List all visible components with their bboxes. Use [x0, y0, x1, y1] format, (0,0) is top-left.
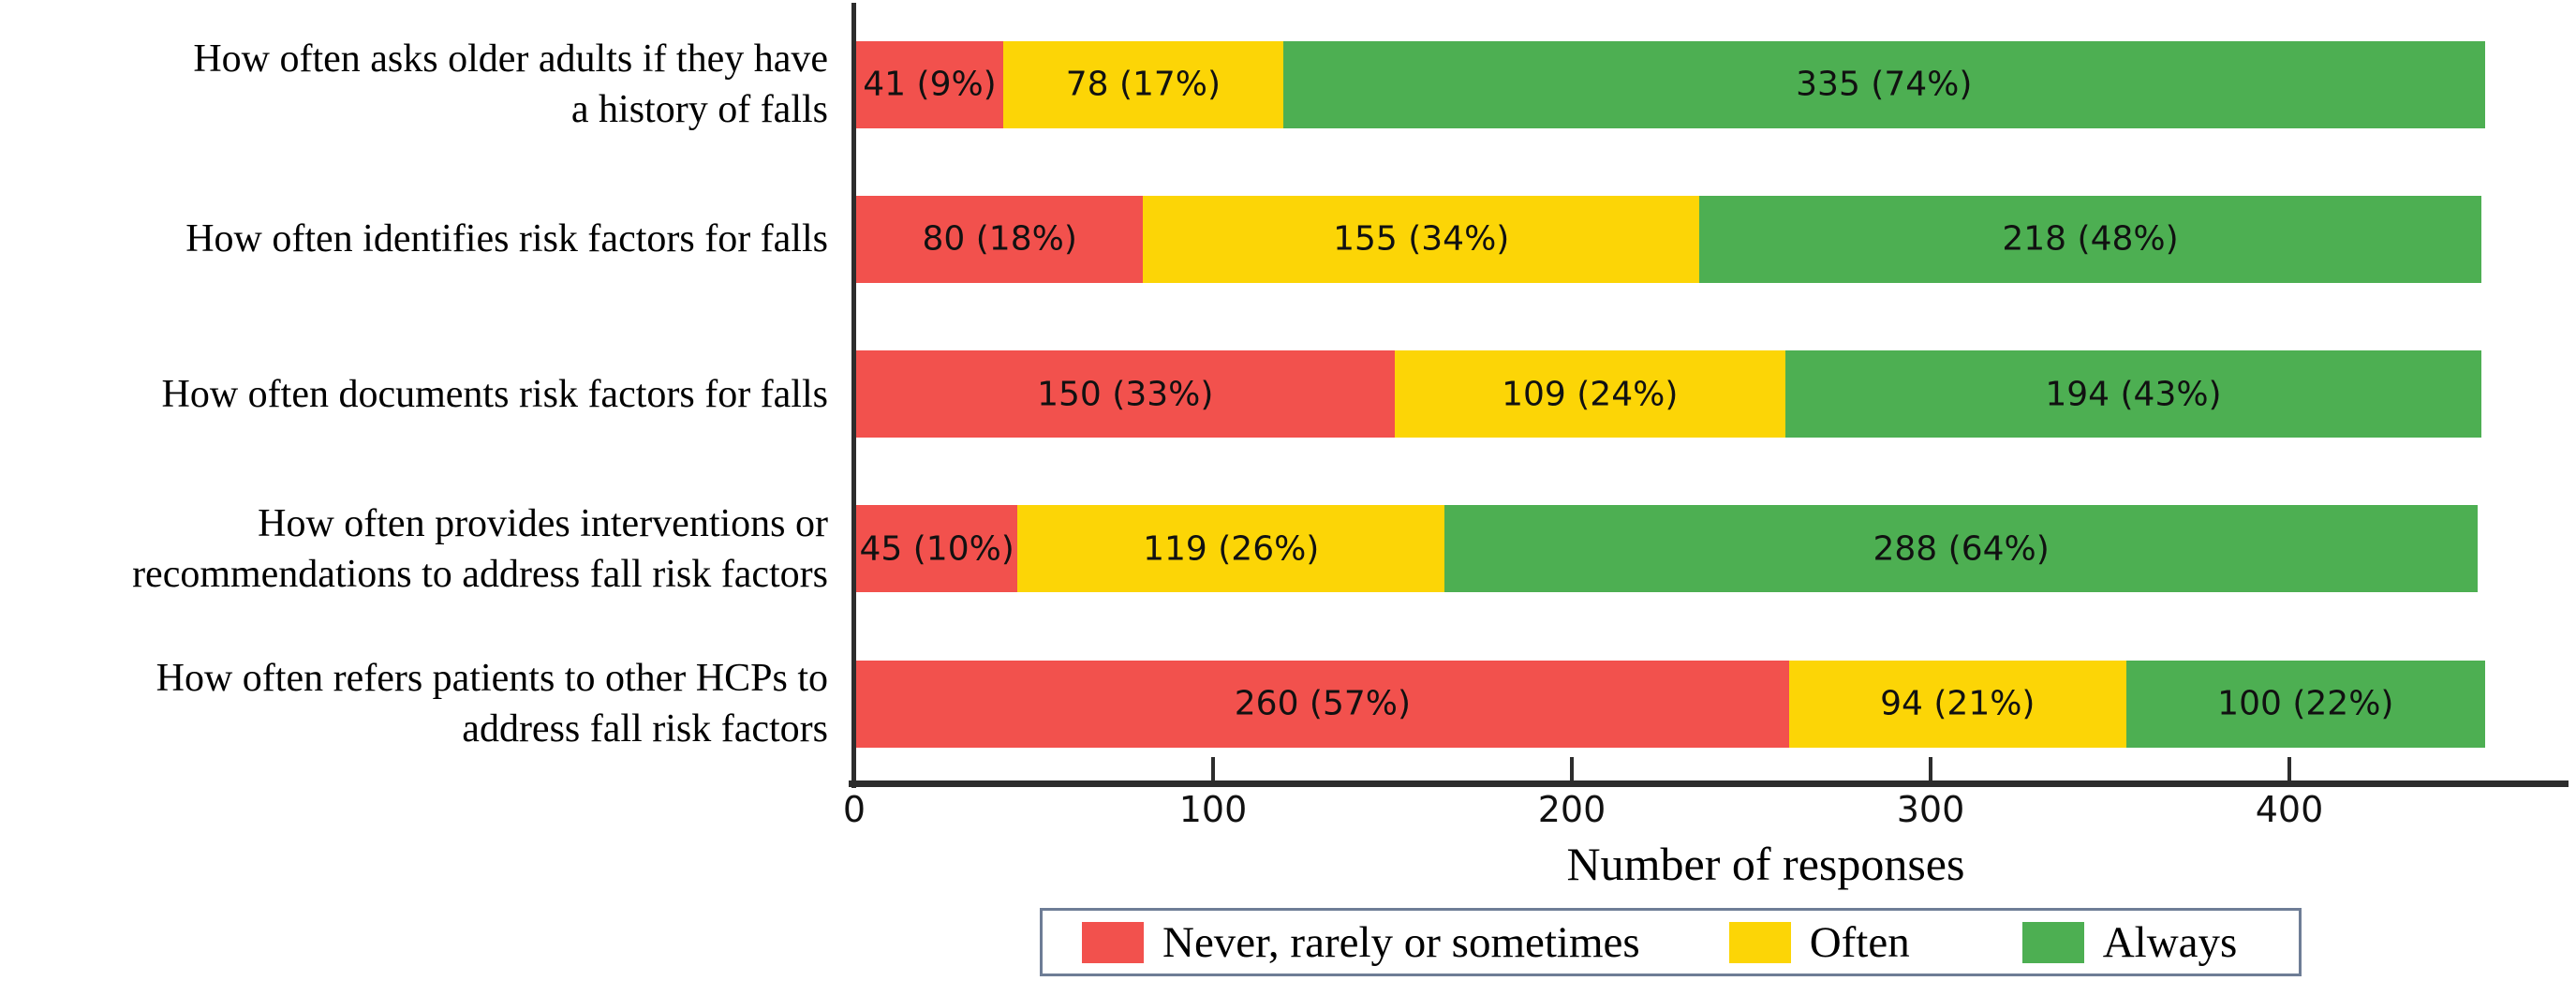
bar-segment-never-rarely-or-sometimes: 260 (57%) [856, 660, 1789, 748]
legend-item-never-rarely-or-sometimes: Never, rarely or sometimes [1082, 918, 1640, 967]
bar-value-label: 109 (24%) [1502, 375, 1679, 413]
category-label: How often refers patients to other HCPs … [0, 653, 828, 754]
legend-label: Never, rarely or sometimes [1162, 917, 1640, 967]
category-label-line: address fall risk factors [462, 707, 828, 751]
category-label-line: How often refers patients to other HCPs … [155, 657, 828, 700]
category-label-line: How often asks older adults if they have [193, 37, 828, 81]
bar-segment-never-rarely-or-sometimes: 41 (9%) [856, 40, 1004, 128]
bar-row: 150 (33%) 109 (24%) 194 (43%) [856, 350, 2481, 438]
bar-segment-always: 218 (48%) [1699, 195, 2481, 283]
x-axis-tick-label: 400 [2255, 789, 2324, 830]
bar-segment-never-rarely-or-sometimes: 45 (10%) [856, 505, 1018, 593]
bar-segment-often: 78 (17%) [1003, 40, 1283, 128]
legend-label: Often [1809, 917, 1910, 967]
x-axis-tick-mark [1211, 757, 1215, 780]
category-label-line: a history of falls [570, 88, 828, 131]
y-axis-spine [851, 3, 856, 788]
category-label-line: How often provides interventions or [258, 501, 828, 545]
x-axis-tick-mark [2287, 757, 2291, 780]
category-label-line: How often documents risk factors for fal… [161, 372, 828, 416]
bar-value-label: 194 (43%) [2045, 375, 2222, 413]
bar-row: 45 (10%) 119 (26%) 288 (64%) [856, 505, 2479, 593]
bar-value-label: 94 (21%) [1880, 684, 2036, 723]
x-axis-tick-label: 100 [1178, 789, 1248, 830]
bar-segment-always: 100 (22%) [2125, 660, 2485, 748]
x-axis-tick-mark [1570, 757, 1574, 780]
x-axis-title: Number of responses [1566, 838, 1965, 890]
legend-item-always: Always [2021, 917, 2238, 967]
bar-value-label: 335 (74%) [1796, 65, 1973, 104]
bar-value-label: 155 (34%) [1333, 219, 1510, 259]
bar-segment-always: 288 (64%) [1444, 505, 2479, 593]
bar-value-label: 119 (26%) [1143, 529, 1320, 569]
bar-value-label: 150 (33%) [1037, 375, 1214, 413]
bar-segment-always: 194 (43%) [1784, 350, 2481, 438]
legend: Never, rarely or sometimes Often Always [1040, 908, 2302, 976]
x-axis-tick-mark [1929, 757, 1932, 780]
bar-row: 41 (9%) 78 (17%) 335 (74%) [856, 40, 2485, 128]
category-label-line: recommendations to address fall risk fac… [132, 552, 828, 596]
bar-value-label: 260 (57%) [1234, 684, 1412, 723]
bar-value-label: 288 (64%) [1873, 529, 2050, 569]
category-label: How often asks older adults if they have… [0, 34, 828, 135]
bar-value-label: 41 (9%) [863, 65, 997, 104]
x-axis-tick-label: 0 [842, 789, 866, 830]
x-axis-line [849, 780, 2569, 787]
bar-segment-often: 94 (21%) [1788, 660, 2126, 748]
category-label-line: How often identifies risk factors for fa… [185, 217, 828, 261]
bar-segment-often: 109 (24%) [1394, 350, 1785, 438]
legend-swatch [1082, 921, 1144, 963]
bar-segment-always: 335 (74%) [1282, 40, 2485, 128]
x-axis-tick-label: 200 [1537, 789, 1606, 830]
category-label: How often provides interventions or recom… [0, 498, 828, 600]
legend-item-often: Often [1728, 917, 1910, 967]
x-axis-tick-mark [852, 757, 856, 780]
bar-value-label: 78 (17%) [1065, 65, 1221, 104]
legend-swatch [2021, 921, 2084, 963]
legend-label: Always [2102, 917, 2238, 967]
x-axis-tick-label: 300 [1896, 789, 1965, 830]
bar-segment-never-rarely-or-sometimes: 80 (18%) [856, 195, 1144, 283]
bar-row: 80 (18%) 155 (34%) 218 (48%) [856, 195, 2481, 283]
bar-value-label: 80 (18%) [922, 219, 1077, 259]
bar-segment-often: 155 (34%) [1143, 195, 1700, 283]
category-label: How often identifies risk factors for fa… [0, 214, 828, 264]
bar-value-label: 100 (22%) [2217, 684, 2394, 723]
legend-swatch [1728, 921, 1791, 963]
bar-row: 260 (57%) 94 (21%) 100 (22%) [856, 660, 2485, 748]
category-label: How often documents risk factors for fal… [0, 369, 828, 420]
bar-value-label: 218 (48%) [2002, 219, 2179, 259]
bar-value-label: 45 (10%) [859, 529, 1014, 569]
bar-segment-often: 119 (26%) [1017, 505, 1445, 593]
bar-segment-never-rarely-or-sometimes: 150 (33%) [856, 350, 1395, 438]
